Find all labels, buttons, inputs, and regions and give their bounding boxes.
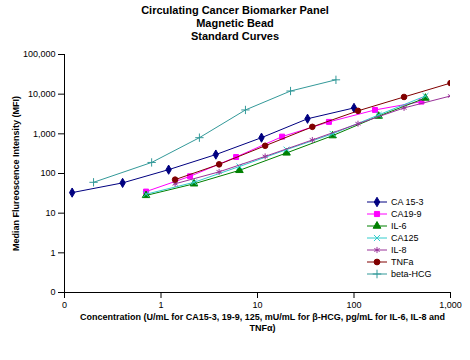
html-text:Circulating Cancer Biomarker P: Circulating Cancer Biomarker Panel Magne… xyxy=(141,4,329,42)
svg-text:100: 100 xyxy=(346,300,361,310)
html-text:CA19-9: CA19-9 xyxy=(391,209,422,219)
svg-text:10,000: 10,000 xyxy=(28,89,56,99)
html-text:CA 15-3: CA 15-3 xyxy=(391,197,424,207)
html-text:Concentration (U/mL for CA15-3: Concentration (U/mL for CA15-3, 19-9, 12… xyxy=(80,312,445,333)
svg-text:10: 10 xyxy=(252,300,262,310)
html-text:CA125: CA125 xyxy=(391,233,419,243)
html-text:beta-HCG: beta-HCG xyxy=(391,269,432,279)
svg-text:1,000: 1,000 xyxy=(33,129,56,139)
svg-text:100: 100 xyxy=(40,168,55,178)
html-text:IL-8: IL-8 xyxy=(391,245,407,255)
svg-text:0: 0 xyxy=(62,300,67,310)
svg-text:1: 1 xyxy=(50,248,55,258)
svg-text:100,000: 100,000 xyxy=(23,49,56,59)
svg-text:0: 0 xyxy=(50,287,55,297)
html-text:IL-6: IL-6 xyxy=(391,221,407,231)
svg-text:1,000: 1,000 xyxy=(439,300,462,310)
html-text:TNFa: TNFa xyxy=(391,257,414,267)
svg-text:10: 10 xyxy=(45,208,55,218)
svg-text:1: 1 xyxy=(158,300,163,310)
svg-text:Median Flureoscence Intensity: Median Flureoscence Intensity (MFI) xyxy=(11,96,21,251)
